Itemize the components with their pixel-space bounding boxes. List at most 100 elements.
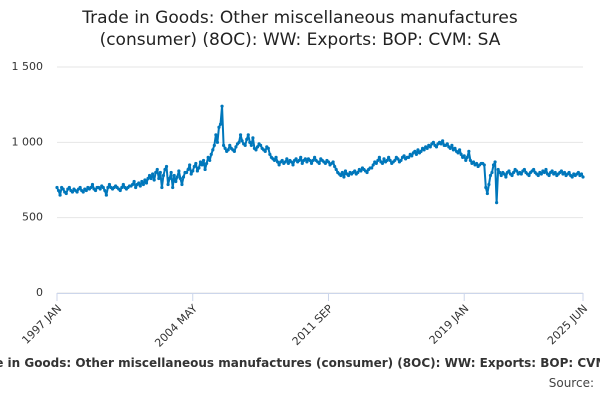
data-point <box>425 146 429 150</box>
data-point <box>143 178 147 182</box>
data-point <box>98 187 102 191</box>
data-point <box>377 155 381 159</box>
data-point <box>457 148 462 152</box>
data-point <box>237 140 241 144</box>
data-point <box>218 122 223 126</box>
data-point <box>510 173 514 178</box>
data-point <box>544 167 548 172</box>
data-point <box>266 146 270 150</box>
data-point <box>259 143 263 147</box>
y-tick-label: 1 500 <box>12 60 44 73</box>
data-point <box>490 170 494 175</box>
data-point <box>291 163 295 167</box>
y-tick-label: 500 <box>22 211 43 224</box>
data-point <box>81 190 85 194</box>
data-point <box>465 155 469 159</box>
data-point <box>387 155 391 159</box>
footer-title: Trade in Goods: Other miscellaneous manu… <box>0 356 600 370</box>
source: Source: <box>548 376 594 390</box>
data-point <box>228 143 232 147</box>
data-point <box>468 158 472 163</box>
data-point <box>370 166 374 170</box>
data-point <box>581 175 585 179</box>
data-point <box>137 181 141 185</box>
data-point <box>161 173 166 178</box>
data-point <box>532 167 536 172</box>
data-point <box>450 143 454 147</box>
data-point <box>493 160 497 164</box>
data-point <box>272 158 277 163</box>
data-point <box>313 155 317 159</box>
data-point <box>200 163 204 167</box>
data-point <box>130 182 135 187</box>
data-point <box>499 173 503 178</box>
data-point <box>283 160 287 164</box>
data-point <box>522 167 526 172</box>
data-point <box>416 148 420 152</box>
data-point <box>305 160 309 164</box>
data-point <box>61 187 65 191</box>
data-point <box>380 161 385 166</box>
data-point <box>422 148 426 152</box>
data-point <box>211 148 215 152</box>
data-point <box>579 172 584 176</box>
data-point <box>121 182 125 187</box>
data-point <box>441 139 445 143</box>
data-point <box>158 170 162 175</box>
data-point <box>280 158 284 163</box>
data-point <box>152 178 156 182</box>
data-point <box>502 172 506 176</box>
data-point <box>562 170 567 175</box>
data-point <box>471 160 476 164</box>
data-point <box>402 154 406 158</box>
data-point <box>209 152 213 156</box>
data-point <box>189 172 193 176</box>
data-point <box>180 182 184 187</box>
data-point <box>268 152 272 156</box>
data-point <box>206 155 210 159</box>
data-point <box>326 160 331 164</box>
data-point <box>559 169 564 173</box>
data-point <box>495 201 499 205</box>
data-point <box>331 160 335 164</box>
data-point <box>300 161 304 166</box>
data-point <box>308 158 312 163</box>
data-point <box>172 173 176 178</box>
data-point <box>103 188 107 193</box>
data-point <box>255 145 260 149</box>
data-point <box>487 182 491 187</box>
data-point <box>140 179 144 184</box>
x-tick-label: 1997 JAN <box>19 302 64 347</box>
data-point <box>58 193 62 197</box>
data-point <box>169 170 173 175</box>
data-point <box>419 149 423 153</box>
data-point <box>214 133 218 137</box>
data-point <box>371 163 375 167</box>
data-point <box>274 155 278 159</box>
data-point <box>365 170 369 175</box>
data-point <box>488 173 493 178</box>
data-point <box>78 185 82 190</box>
data-point <box>299 155 303 159</box>
data-point <box>399 158 403 163</box>
data-point <box>277 163 281 167</box>
data-point <box>238 133 243 137</box>
data-point <box>208 158 212 163</box>
data-point <box>576 170 580 175</box>
data-point <box>84 188 88 193</box>
data-point <box>275 160 280 164</box>
data-point <box>245 137 249 141</box>
data-point <box>388 158 392 163</box>
data-point <box>251 136 255 140</box>
data-point <box>217 125 221 129</box>
data-point <box>462 154 466 158</box>
data-point <box>547 173 551 178</box>
data-point <box>393 158 397 163</box>
data-point <box>171 185 175 190</box>
data-point <box>474 161 479 166</box>
x-tick-label: 2004 MAY <box>152 302 200 350</box>
data-point <box>482 163 486 167</box>
data-point <box>89 185 93 190</box>
